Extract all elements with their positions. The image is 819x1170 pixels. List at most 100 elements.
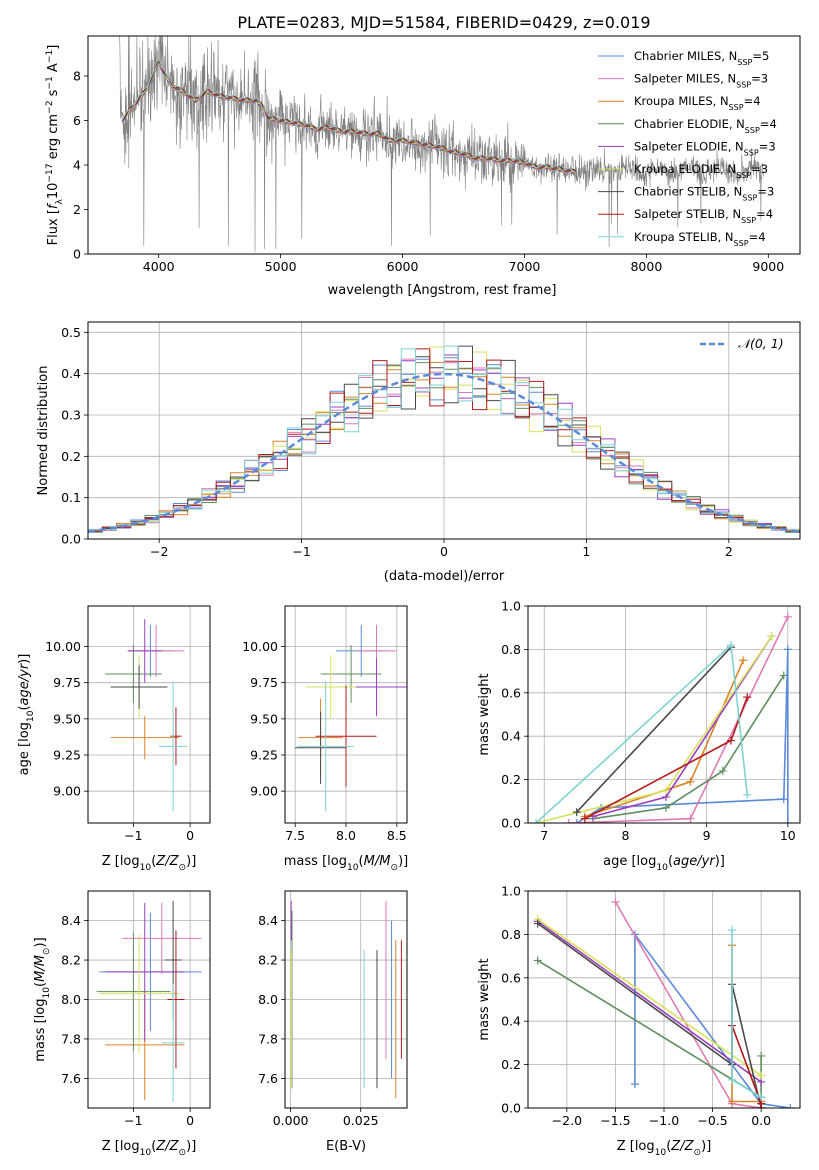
spectrum-xtick-label: 4000 <box>143 259 175 274</box>
weight-marker <box>779 671 788 680</box>
weight-marker <box>662 786 671 795</box>
spectrum-ytick-label: 0 <box>73 247 81 262</box>
legend-label: Kroupa MILES, NSSP=4 <box>634 94 761 112</box>
legend-label-part: SSP <box>737 58 752 67</box>
spectrum-xtick-label: 7000 <box>509 259 541 274</box>
weight-marker <box>726 641 735 650</box>
weights-vs-Z-xlabel-part: )] <box>701 1139 711 1154</box>
weights-vs-age-xtick-label: 9 <box>703 828 711 843</box>
weight-marker <box>533 919 542 928</box>
legend-label: Chabrier MILES, NSSP=5 <box>634 49 769 67</box>
weights-vs-Z-ytick-label: 0.4 <box>501 1014 521 1029</box>
spectrum-ylabel-part: −1 <box>45 76 55 89</box>
weight-marker <box>686 777 695 786</box>
clip-weights-vs-Z-plot-area <box>533 897 795 1108</box>
age-vs-mass-ytick-label: 9.75 <box>250 675 278 690</box>
mass-vs-Z-ytick-label: 8.4 <box>61 913 81 928</box>
age-vs-mass-xtick-label: 7.5 <box>285 828 305 843</box>
residuals-xtick-label: −2 <box>150 544 168 559</box>
spectrum-ylabel-part: ] <box>46 45 61 50</box>
residuals-ytick-label: 0.5 <box>61 325 81 340</box>
mass-vs-ebv-ytick-label: 7.8 <box>258 1031 278 1046</box>
spectrum-ylabel-part: −2 <box>45 101 55 114</box>
weights-vs-age-ytick-label: 0.4 <box>501 729 521 744</box>
weight-marker <box>726 736 735 745</box>
weight-line <box>537 920 762 1083</box>
age-vs-Z-xtick-label: 0 <box>186 828 194 843</box>
mass-vs-Z-ylabel-part: 10 <box>42 987 52 999</box>
age-vs-mass-xlabel-part: )] <box>398 854 408 869</box>
weights-vs-Z-xtick-label: 0.0 <box>751 1113 771 1128</box>
weights-vs-Z-ytick-label: 0.0 <box>501 1101 521 1116</box>
legend-label-part: SSP <box>742 193 757 202</box>
weight-marker <box>757 1093 766 1102</box>
weights-vs-age-ylabel: mass weight <box>477 673 492 755</box>
weight-marker <box>783 819 792 823</box>
age-vs-mass-xlabel-part: ( <box>359 854 364 869</box>
weights-vs-Z-ytick-label: 0.6 <box>501 970 521 985</box>
mass-vs-Z-xlabel-part: 10 <box>140 1148 152 1158</box>
weights-vs-Z-ytick-label: 0.2 <box>501 1057 521 1072</box>
age-vs-mass-xlabel-part: mass [log <box>284 854 347 869</box>
age-vs-Z-ylabel-part: age [log <box>17 722 32 775</box>
weights-vs-Z-xlabel-part: ( <box>666 1139 671 1154</box>
weights-vs-Z-xlabel: Z [log10(Z/Z⊙)] <box>617 1139 712 1158</box>
age-vs-Z-xlabel-part: )] <box>186 854 196 869</box>
residuals-ytick-label: 0.2 <box>61 449 81 464</box>
residuals-xtick-label: 1 <box>582 544 590 559</box>
legend-label-part: SSP <box>734 238 749 247</box>
age-vs-Z-frame <box>87 605 211 824</box>
mass-vs-ebv-xlabel-part: E(B-V) <box>326 1139 366 1154</box>
weights-vs-age-xlabel-part: 10 <box>656 863 668 873</box>
mass-vs-Z-ylabel-part: ⊙ <box>42 947 52 955</box>
residuals-xtick-label: 2 <box>725 544 733 559</box>
legend-label: Salpeter STELIB, NSSP=4 <box>634 207 773 225</box>
figure-title: PLATE=0283, MJD=51584, FIBERID=0429, z=0… <box>237 13 650 32</box>
legend-label: Kroupa STELIB, NSSP=4 <box>634 230 766 248</box>
legend-label-part: Kroupa ELODIE, N <box>634 162 736 176</box>
age-vs-mass-xlabel-part: ⊙ <box>390 863 398 873</box>
weights-vs-age-ytick-label: 0.6 <box>501 685 521 700</box>
age-vs-Z-ylabel: age [log10(age/yr)] <box>17 654 36 776</box>
age-vs-Z-ytick-label: 9.75 <box>53 675 81 690</box>
weight-marker <box>739 656 748 665</box>
weights-vs-Z-xtick-label: −0.5 <box>697 1113 727 1128</box>
weights-vs-age-xtick-label: 8 <box>621 828 629 843</box>
normal-curve <box>88 372 800 534</box>
legend-label-part: Kroupa MILES, N <box>634 94 729 108</box>
weight-marker <box>662 803 671 812</box>
clip-mass-vs-ebv-plot-area <box>290 900 402 1099</box>
weights-vs-Z-xtick-label: −1.0 <box>649 1113 679 1128</box>
age-vs-Z-ylabel-part: age/yr <box>17 662 32 705</box>
spectrum-ylabel-part: −17 <box>45 163 55 182</box>
mass-vs-Z-ytick-label: 8.2 <box>61 953 81 968</box>
weights-vs-Z-ylabel: mass weight <box>477 958 492 1040</box>
mass-vs-Z-xlabel-part: Z/Z <box>155 1139 179 1154</box>
spectrum-ylabel-part: −1 <box>45 50 55 63</box>
residuals-xlabel: (data-model)/error <box>384 569 505 584</box>
weights-vs-age-xlabel-part: age [log <box>603 854 656 869</box>
spectrum-ylabel-part: λ <box>55 199 65 205</box>
spectrum-ytick-label: 4 <box>73 158 81 173</box>
weight-marker <box>564 819 573 823</box>
age-vs-mass-ytick-label: 10.00 <box>242 639 278 654</box>
residuals-ylabel: Normed distribution <box>36 366 51 496</box>
weight-marker <box>779 795 788 804</box>
legend-label-part: =3 <box>751 162 768 176</box>
mass-vs-ebv-xlabel: E(B-V) <box>326 1139 366 1154</box>
weights-vs-age-xtick-label: 10 <box>780 828 796 843</box>
mass-vs-Z-xlabel-part: Z [log <box>102 1139 140 1154</box>
age-vs-Z-ytick-label: 9.50 <box>53 711 81 726</box>
mass-vs-Z-xlabel-part: ⊙ <box>179 1148 187 1158</box>
spectrum-ylabel-part: erg cm <box>46 114 61 163</box>
weight-marker <box>728 1097 736 1106</box>
weights-vs-age-ytick-label: 0.0 <box>501 816 521 831</box>
mass-vs-Z-ylabel: mass [log10(M/M⊙)] <box>33 937 52 1061</box>
age-vs-mass-frame <box>284 605 408 824</box>
spectrum-ylabel: Flux [fλ10−17 erg cm−2 s−1 A−1] <box>45 45 65 246</box>
legend-label: Kroupa ELODIE, NSSP=3 <box>634 162 768 180</box>
weights-vs-Z-ytick-label: 1.0 <box>501 884 521 899</box>
clip-age-vs-mass-plot-area <box>295 624 407 812</box>
spectrum-ylabel-part: s <box>46 89 61 100</box>
